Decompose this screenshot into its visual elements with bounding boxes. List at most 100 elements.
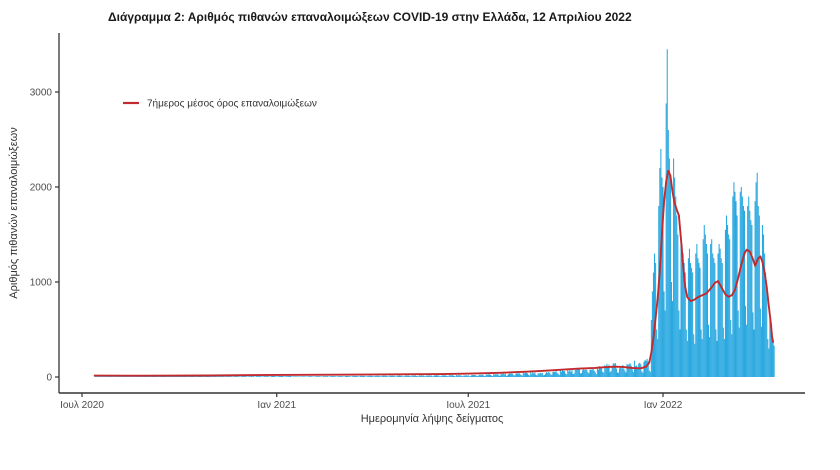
bar bbox=[575, 369, 577, 377]
bar bbox=[230, 376, 232, 377]
bar bbox=[354, 375, 356, 377]
bar bbox=[360, 376, 362, 377]
x-tick-label: Ιουλ 2020 bbox=[60, 400, 104, 411]
bar bbox=[737, 310, 739, 377]
bar bbox=[606, 363, 608, 377]
bar bbox=[551, 374, 553, 377]
bar bbox=[184, 376, 186, 377]
bar bbox=[636, 365, 638, 377]
bar bbox=[350, 376, 352, 377]
bar bbox=[208, 376, 210, 377]
bar bbox=[487, 374, 489, 377]
bar bbox=[596, 366, 598, 377]
bar bbox=[607, 367, 609, 377]
bar bbox=[322, 376, 324, 377]
bar bbox=[678, 310, 680, 377]
bar bbox=[197, 376, 199, 377]
bar bbox=[545, 373, 547, 377]
bar bbox=[603, 372, 605, 377]
bar bbox=[709, 337, 711, 377]
bar bbox=[367, 376, 369, 377]
bar bbox=[721, 263, 723, 377]
bar bbox=[590, 369, 592, 377]
bar bbox=[528, 374, 530, 377]
bar bbox=[410, 376, 412, 377]
bar bbox=[266, 376, 268, 377]
bar bbox=[587, 372, 589, 377]
bar bbox=[296, 376, 298, 377]
bar bbox=[450, 375, 452, 377]
bar bbox=[682, 253, 684, 377]
bar bbox=[668, 158, 670, 377]
bar bbox=[513, 375, 515, 377]
bar bbox=[201, 376, 203, 377]
bar bbox=[553, 371, 555, 377]
bar bbox=[750, 220, 752, 377]
bar bbox=[611, 365, 613, 377]
bar bbox=[474, 375, 476, 377]
bar bbox=[518, 372, 520, 377]
bar bbox=[683, 263, 685, 377]
bar bbox=[362, 376, 365, 377]
bar bbox=[316, 376, 318, 377]
bar bbox=[484, 376, 486, 377]
bar bbox=[429, 375, 431, 377]
bar bbox=[644, 359, 646, 377]
bar bbox=[408, 375, 410, 377]
bar bbox=[765, 272, 767, 377]
bar bbox=[431, 376, 433, 377]
bar bbox=[592, 368, 594, 377]
bar bbox=[361, 375, 363, 377]
bar bbox=[270, 376, 272, 377]
bar bbox=[593, 370, 595, 377]
bar bbox=[160, 376, 162, 377]
bar bbox=[400, 375, 402, 377]
bar bbox=[420, 375, 422, 377]
bar bbox=[624, 370, 626, 377]
bar bbox=[598, 366, 601, 377]
bar bbox=[539, 372, 541, 377]
y-tick-label: 3000 bbox=[30, 88, 53, 99]
bar bbox=[325, 376, 327, 377]
bar bbox=[711, 239, 713, 377]
bar bbox=[256, 376, 258, 377]
bar bbox=[499, 375, 501, 377]
bar bbox=[229, 376, 231, 377]
bar bbox=[673, 158, 675, 377]
bar bbox=[412, 375, 414, 377]
bar bbox=[758, 215, 760, 377]
bar bbox=[273, 376, 275, 377]
bar bbox=[392, 375, 394, 377]
bar bbox=[502, 373, 504, 377]
bar bbox=[577, 369, 579, 377]
bar bbox=[332, 376, 334, 377]
bar bbox=[541, 372, 543, 377]
bar bbox=[444, 375, 446, 377]
bar bbox=[245, 376, 247, 377]
bar bbox=[379, 376, 381, 377]
bar bbox=[530, 372, 532, 377]
bar bbox=[696, 244, 698, 377]
bar bbox=[283, 376, 285, 377]
bar bbox=[656, 329, 658, 377]
bar bbox=[718, 244, 720, 377]
bar bbox=[585, 367, 587, 377]
bar bbox=[717, 253, 719, 377]
bar bbox=[615, 368, 617, 377]
bar bbox=[466, 375, 468, 377]
bar bbox=[414, 375, 416, 377]
bar bbox=[186, 376, 188, 377]
bar bbox=[396, 375, 398, 377]
bar bbox=[457, 375, 459, 377]
bar bbox=[619, 368, 621, 377]
bar bbox=[317, 376, 319, 377]
y-axis-title: Αριθμός πιθανών επαναλοιμώξεων bbox=[8, 127, 20, 299]
bar bbox=[601, 367, 603, 377]
bar bbox=[753, 329, 755, 377]
bar bbox=[670, 282, 672, 377]
bar bbox=[191, 376, 193, 377]
bar bbox=[196, 376, 198, 377]
bar bbox=[386, 375, 388, 377]
bar bbox=[728, 234, 730, 377]
bar bbox=[250, 376, 252, 377]
